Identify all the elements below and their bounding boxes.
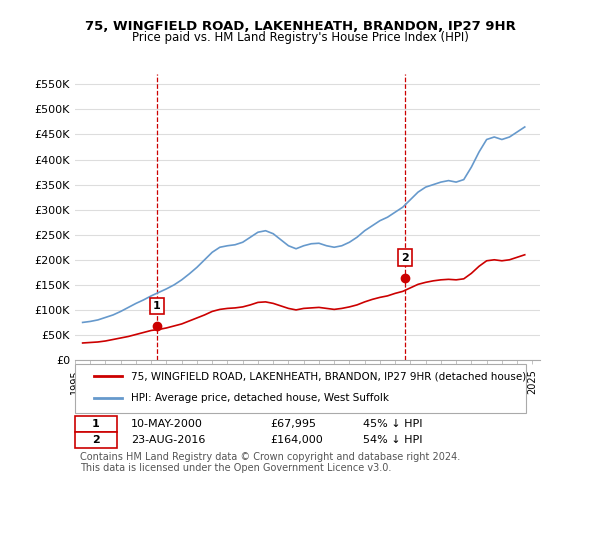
Text: 10-MAY-2000: 10-MAY-2000 [131,419,203,430]
Text: £164,000: £164,000 [270,435,323,445]
Text: 23-AUG-2016: 23-AUG-2016 [131,435,205,445]
FancyBboxPatch shape [75,432,117,449]
Text: 75, WINGFIELD ROAD, LAKENHEATH, BRANDON, IP27 9HR (detached house): 75, WINGFIELD ROAD, LAKENHEATH, BRANDON,… [131,371,526,381]
Text: 45% ↓ HPI: 45% ↓ HPI [364,419,423,430]
Text: £67,995: £67,995 [270,419,316,430]
Text: Price paid vs. HM Land Registry's House Price Index (HPI): Price paid vs. HM Land Registry's House … [131,31,469,44]
Text: 1: 1 [92,419,100,430]
Text: HPI: Average price, detached house, West Suffolk: HPI: Average price, detached house, West… [131,393,389,403]
Text: 2: 2 [92,435,100,445]
Text: 75, WINGFIELD ROAD, LAKENHEATH, BRANDON, IP27 9HR: 75, WINGFIELD ROAD, LAKENHEATH, BRANDON,… [85,20,515,32]
FancyBboxPatch shape [75,365,526,413]
Text: 1: 1 [153,301,161,311]
Text: 2: 2 [401,253,409,263]
Text: 54% ↓ HPI: 54% ↓ HPI [364,435,423,445]
FancyBboxPatch shape [75,416,117,432]
Text: Contains HM Land Registry data © Crown copyright and database right 2024.
This d: Contains HM Land Registry data © Crown c… [80,452,460,473]
